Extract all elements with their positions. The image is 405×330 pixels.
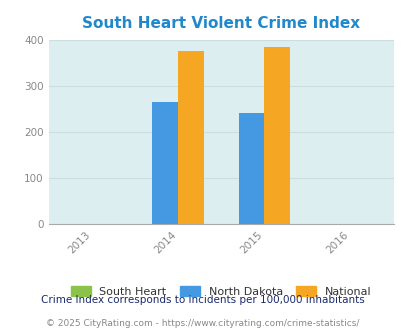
Text: Crime Index corresponds to incidents per 100,000 inhabitants: Crime Index corresponds to incidents per… [41, 295, 364, 305]
Bar [178, 51, 204, 224]
Bar [152, 102, 178, 224]
Bar [238, 113, 264, 224]
Title: South Heart Violent Crime Index: South Heart Violent Crime Index [82, 16, 360, 31]
Legend: South Heart, North Dakota, National: South Heart, North Dakota, National [66, 282, 375, 301]
Bar [264, 48, 290, 224]
Text: © 2025 CityRating.com - https://www.cityrating.com/crime-statistics/: © 2025 CityRating.com - https://www.city… [46, 319, 359, 328]
